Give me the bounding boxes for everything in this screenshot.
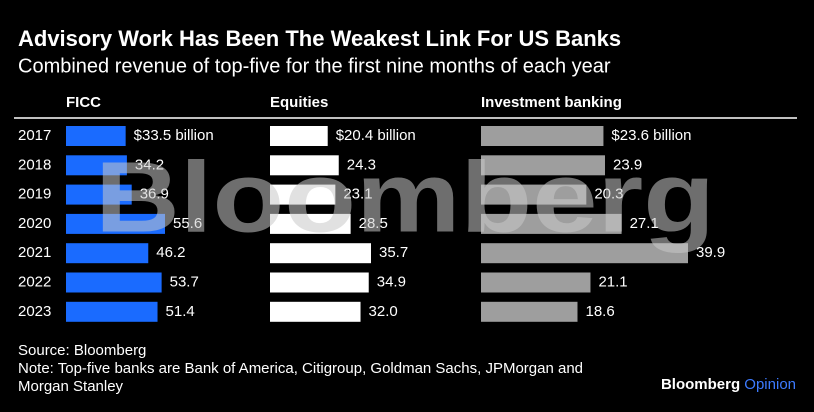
bar xyxy=(270,243,371,264)
brand: Bloomberg Opinion xyxy=(661,376,796,393)
legend-label: Investment banking xyxy=(481,94,622,111)
bar xyxy=(66,301,158,322)
brand-section: Opinion xyxy=(744,376,796,393)
chart-subtitle: Combined revenue of top-five for the fir… xyxy=(18,55,611,77)
value-label: $33.5 billion xyxy=(134,127,214,144)
bar xyxy=(481,243,688,264)
value-label: 55.6 xyxy=(173,215,202,232)
legend-label: FICC xyxy=(66,94,101,111)
value-label: $20.4 billion xyxy=(336,127,416,144)
bar xyxy=(66,272,162,293)
value-label: 23.1 xyxy=(343,186,372,203)
value-label: 32.0 xyxy=(369,303,398,320)
bar xyxy=(481,155,605,176)
bar xyxy=(66,213,165,234)
value-label: $23.6 billion xyxy=(611,127,691,144)
y-tick-label: 2022 xyxy=(18,273,51,290)
value-label: 24.3 xyxy=(347,156,376,173)
bar xyxy=(270,301,361,322)
y-tick-label: 2018 xyxy=(18,156,51,173)
bar xyxy=(270,184,336,205)
source: Source: Bloomberg xyxy=(18,342,147,359)
note: Note: Top-five banks are Bank of America… xyxy=(18,360,584,395)
y-tick-label: 2020 xyxy=(18,215,51,232)
plot: 2017 2018 2019 2020 2021 2022 2023 FICC $33.5 bi… xyxy=(18,94,725,322)
value-label: 34.9 xyxy=(377,273,406,290)
bar xyxy=(481,184,587,205)
bar xyxy=(66,126,126,146)
value-label: 36.9 xyxy=(140,186,169,203)
watermark: Bloomberg xyxy=(95,141,715,253)
bar xyxy=(270,126,328,146)
brand-name: Bloomberg xyxy=(660,376,741,393)
value-label: 23.9 xyxy=(613,156,642,173)
value-label: 20.3 xyxy=(594,186,623,203)
bar xyxy=(481,213,622,234)
value-label: 34.2 xyxy=(135,156,164,173)
value-label: 53.7 xyxy=(170,273,199,290)
bar xyxy=(481,301,578,322)
value-label: 27.1 xyxy=(630,215,659,232)
y-tick-label: 2023 xyxy=(18,303,51,320)
bar xyxy=(481,126,604,146)
bar xyxy=(270,213,351,234)
bar xyxy=(270,155,339,176)
value-label: 28.5 xyxy=(359,215,388,232)
value-label: 21.1 xyxy=(598,273,627,290)
bar xyxy=(481,272,591,293)
y-tick-label: 2019 xyxy=(18,186,51,203)
y-tick-label: 2017 xyxy=(18,127,51,144)
bar xyxy=(66,243,149,264)
legend-label: Equities xyxy=(270,94,328,111)
bar xyxy=(270,272,369,293)
value-label: 18.6 xyxy=(585,303,614,320)
y-tick-label: 2021 xyxy=(18,244,51,261)
bar xyxy=(66,184,132,205)
value-label: 35.7 xyxy=(379,244,408,261)
chart-title: Advisory Work Has Been The Weakest Link … xyxy=(18,26,621,51)
value-label: 46.2 xyxy=(156,244,185,261)
value-label: 51.4 xyxy=(166,303,195,320)
bar xyxy=(66,155,127,176)
value-label: 39.9 xyxy=(696,244,725,261)
